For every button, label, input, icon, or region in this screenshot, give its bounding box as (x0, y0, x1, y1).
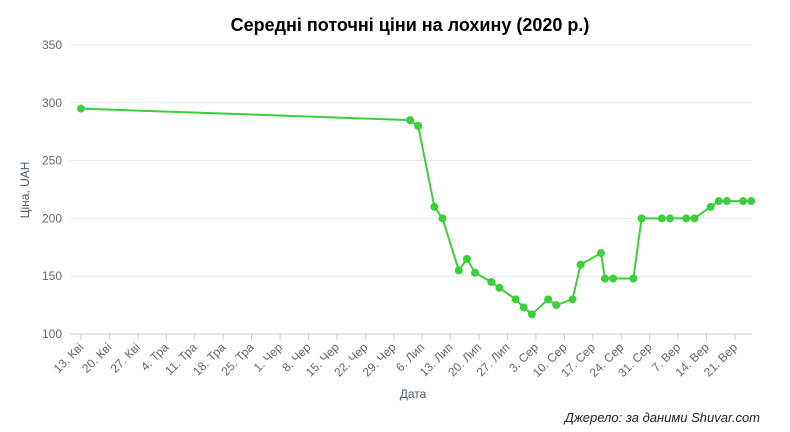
chart-title: Середні поточні ціни на лохину (2020 р.) (231, 15, 590, 35)
data-point (511, 295, 520, 304)
data-point (438, 214, 447, 223)
data-point (706, 202, 715, 211)
data-point (454, 266, 463, 275)
data-point (690, 214, 699, 223)
data-point (722, 197, 731, 206)
data-point (609, 274, 618, 283)
data-point (576, 260, 585, 269)
x-axis-label: Дата (400, 387, 427, 401)
data-point (527, 310, 536, 319)
x-tick-label: 20. Кві (79, 340, 114, 375)
x-tick-label: 13. Кві (51, 340, 86, 375)
data-point (747, 197, 756, 206)
data-point (596, 249, 605, 258)
data-point (462, 254, 471, 263)
data-point (406, 116, 415, 125)
data-point (657, 214, 666, 223)
data-point (629, 274, 638, 283)
x-tick-label: 25. Тра (219, 340, 257, 378)
y-tick-label: 200 (42, 211, 62, 225)
grid-lines (70, 44, 752, 335)
x-tick-label: 27. Кві (108, 340, 143, 375)
y-tick-label: 300 (42, 96, 62, 110)
data-point (544, 295, 553, 304)
data-point (637, 214, 646, 223)
data-point (682, 214, 691, 223)
data-point (471, 268, 480, 277)
data-point (414, 121, 423, 130)
y-axis-ticks: 100 150 200 250 300 350 (42, 38, 62, 341)
y-tick-label: 150 (42, 269, 62, 283)
data-point (739, 197, 748, 206)
data-point (714, 197, 723, 206)
data-point (552, 301, 561, 310)
data-point (601, 274, 610, 283)
data-point (430, 202, 439, 211)
data-point (519, 303, 528, 312)
data-point (487, 277, 496, 286)
x-tick-label: 1. Чер (251, 340, 286, 375)
data-point (568, 295, 577, 304)
y-tick-label: 250 (42, 154, 62, 168)
source-note: Джерело: за даними Shuvar.com (564, 410, 760, 425)
y-tick-label: 350 (42, 38, 62, 52)
series-line (80, 107, 752, 316)
price-series (77, 104, 756, 319)
data-point (495, 283, 504, 292)
data-point (666, 214, 675, 223)
data-point (77, 104, 85, 113)
y-tick-label: 100 (42, 327, 62, 341)
y-axis-label: Ціна, UAH (18, 162, 32, 219)
